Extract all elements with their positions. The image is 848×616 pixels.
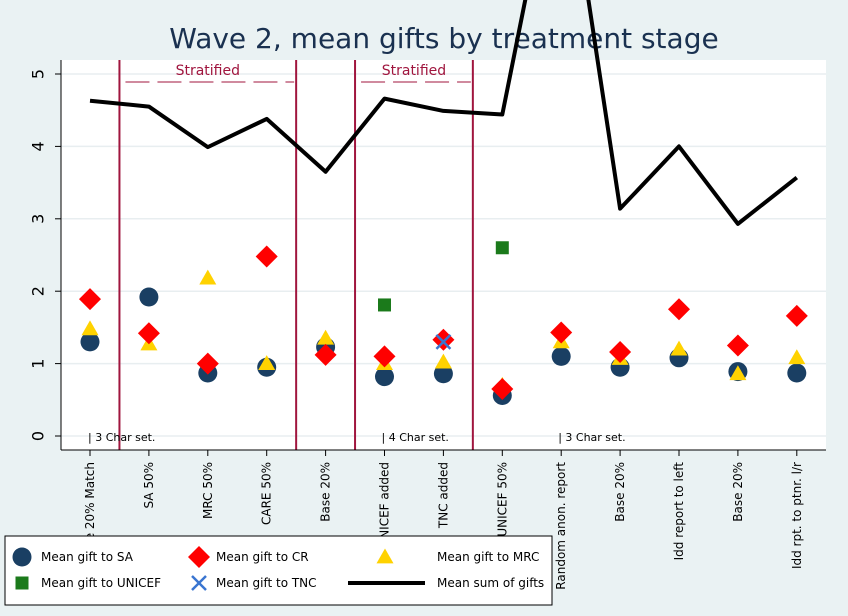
x-tick-label: Base 20% bbox=[319, 462, 333, 522]
x-stroke bbox=[191, 575, 207, 591]
data-point bbox=[434, 353, 452, 369]
x-tick-label: Idd rpt. to ptnr. l/r bbox=[790, 462, 804, 569]
data-point bbox=[495, 241, 509, 255]
data-point bbox=[433, 364, 453, 384]
chart-title: Wave 2, mean gifts by treatment stage bbox=[169, 22, 718, 55]
legend-label: Mean gift to SA bbox=[41, 550, 134, 564]
x-tick-label: MRC 50% bbox=[201, 462, 215, 519]
data-point bbox=[81, 320, 99, 336]
y-tick-label: 1 bbox=[29, 359, 48, 369]
data-point bbox=[80, 332, 100, 352]
legend-swatch bbox=[376, 548, 394, 564]
x-tick-label: SA 50% bbox=[142, 462, 156, 509]
data-point bbox=[787, 363, 807, 383]
data-point bbox=[726, 334, 749, 357]
legend-label: Mean gift to MRC bbox=[437, 550, 539, 564]
stratified-group: Stratified Stratified bbox=[125, 63, 471, 83]
legend-label: Mean sum of gifts bbox=[437, 576, 544, 590]
data-point bbox=[258, 355, 276, 370]
data-point bbox=[550, 321, 573, 344]
y-tick-label: 5 bbox=[29, 69, 48, 79]
data-point bbox=[255, 245, 278, 268]
x-tick-label: Base 20% bbox=[731, 462, 745, 522]
data-point bbox=[788, 349, 806, 365]
legend-swatch bbox=[188, 546, 210, 568]
legend-swatch bbox=[12, 547, 32, 567]
y-tick-label: 3 bbox=[29, 214, 48, 224]
data-point bbox=[196, 352, 219, 375]
legend-box bbox=[4, 535, 553, 606]
x-tick-label: Random anon. report bbox=[554, 462, 568, 590]
y-axis: 0 1 2 3 4 5 bbox=[29, 60, 62, 450]
x-tick-label: UNICEF added bbox=[378, 462, 392, 548]
char-set-annotation: | 4 Char set. bbox=[382, 431, 449, 444]
data-point bbox=[137, 322, 160, 345]
annotations: | 3 Char set. | 4 Char set. | 3 Char set. bbox=[88, 431, 626, 444]
char-set-annotation: | 3 Char set. bbox=[88, 431, 155, 444]
x-stroke bbox=[435, 333, 452, 350]
y-tick-label: 2 bbox=[29, 286, 48, 296]
y-tick-label: 0 bbox=[29, 431, 48, 441]
data-point bbox=[373, 345, 396, 368]
stratified-label: Stratified bbox=[382, 63, 446, 79]
marks bbox=[79, 241, 808, 405]
data-point bbox=[551, 346, 571, 366]
data-point bbox=[435, 333, 452, 350]
data-point bbox=[139, 287, 159, 307]
data-point bbox=[491, 377, 514, 400]
plot-area bbox=[61, 60, 826, 450]
legend: Mean gift to SA Mean gift to CR Mean gift … bbox=[4, 535, 553, 606]
data-point bbox=[668, 298, 690, 321]
x-tick-label: Base 20% bbox=[613, 462, 627, 522]
grid bbox=[61, 73, 826, 437]
data-point bbox=[317, 329, 335, 345]
separators bbox=[118, 60, 474, 450]
data-point bbox=[375, 367, 394, 387]
data-point bbox=[609, 341, 632, 364]
y-tick-label: 4 bbox=[29, 141, 48, 151]
data-point bbox=[79, 288, 101, 311]
x-tick-label: Idd report to left bbox=[672, 462, 686, 561]
sum-of-gifts-line bbox=[89, 0, 799, 226]
data-point bbox=[378, 298, 391, 312]
stratified-label: Stratified bbox=[176, 63, 240, 79]
data-point bbox=[785, 304, 808, 327]
legend-label: Mean gift to UNICEF bbox=[41, 576, 161, 590]
legend-label: Mean gift to CR bbox=[216, 550, 309, 564]
data-point bbox=[432, 328, 455, 351]
legend-label: Mean gift to TNC bbox=[216, 576, 317, 590]
data-point bbox=[199, 269, 217, 285]
x-tick-label: TNC added bbox=[436, 462, 450, 529]
legend-swatch bbox=[15, 576, 29, 590]
legend-swatch bbox=[191, 575, 207, 591]
x-tick-label: CARE 50% bbox=[260, 462, 274, 525]
data-point bbox=[729, 365, 747, 381]
char-set-annotation: | 3 Char set. bbox=[558, 431, 625, 444]
sum-line-group bbox=[89, 0, 799, 226]
data-point bbox=[670, 340, 688, 356]
data-point bbox=[314, 343, 337, 366]
x-tick-label: UNICEF 50% bbox=[495, 462, 509, 537]
